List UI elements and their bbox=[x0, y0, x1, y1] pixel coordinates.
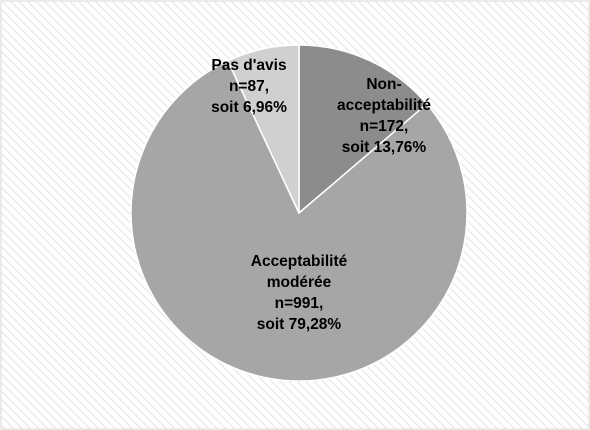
slice-label-line: acceptabilité bbox=[337, 97, 431, 114]
pie-slice-1 bbox=[298, 44, 428, 215]
slice-label-line: Pas d'avis bbox=[211, 57, 286, 74]
slice-label-line: Acceptabilité bbox=[251, 253, 348, 270]
slice-label-2: Acceptabilité modérée n=991, soit 79,28% bbox=[251, 253, 348, 333]
slice-label-line: n=87, bbox=[229, 78, 269, 95]
slice-label-line: soit 79,28% bbox=[257, 316, 342, 333]
slice-label-line: soit 6,96% bbox=[211, 99, 287, 116]
slice-label-line: soit 13,76% bbox=[342, 139, 427, 156]
slice-label-line: n=991, bbox=[275, 295, 324, 312]
slice-label-1: Non-acceptabilité n=172, soit 13,76% bbox=[337, 76, 431, 156]
pie-slice-2 bbox=[130, 59, 468, 382]
slice-label-line: n=172, bbox=[360, 118, 409, 135]
slice-label-line: modérée bbox=[267, 274, 332, 291]
pie-slice-3 bbox=[226, 44, 300, 214]
slice-label-3: Pas d'avis n=87, soit 6,96% bbox=[211, 57, 287, 116]
slice-labels: Non-acceptabilité n=172, soit 13,76% Accept… bbox=[211, 57, 431, 333]
pie-slices bbox=[130, 44, 468, 382]
slice-label-line: Non- bbox=[366, 76, 401, 93]
